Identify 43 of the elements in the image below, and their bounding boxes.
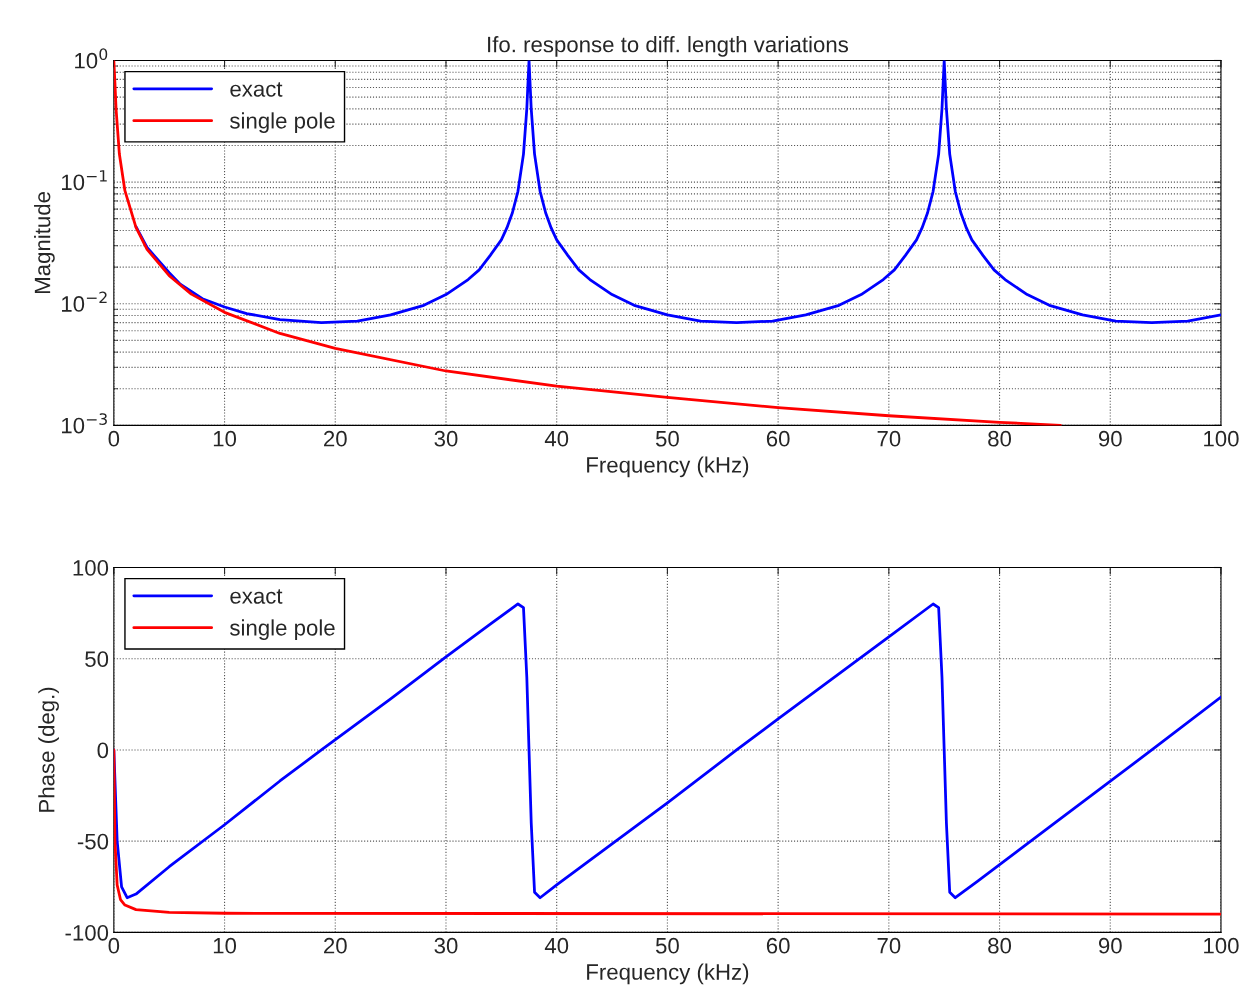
x-tick-label: 30: [434, 937, 458, 954]
line-series: [113, 60, 1062, 426]
y-axis-title: Magnitude: [34, 192, 55, 293]
legend-label: exact: [230, 82, 283, 97]
x-axis-title: Frequency (kHz): [587, 963, 749, 985]
legend-label: single pole: [230, 619, 335, 641]
line-series: [113, 602, 1221, 900]
x-tick-label: 10: [213, 430, 237, 447]
x-tick-label: 100: [1204, 430, 1239, 447]
y-tick-label: -50: [77, 833, 109, 850]
legend-label: exact: [230, 589, 283, 604]
x-tick-label: 0: [108, 430, 120, 447]
y-tick-label: 50: [85, 651, 109, 667]
y-tick-label: 10$^{0}$: [75, 48, 108, 69]
y-tick-label: 10$^{−2}$: [62, 291, 107, 312]
x-tick-label: 50: [655, 430, 679, 447]
x-tick-label: 40: [544, 937, 569, 954]
x-tick-label: 100: [1204, 937, 1239, 954]
x-tick-label: 80: [988, 430, 1012, 447]
x-tick-label: 60: [766, 430, 790, 447]
x-tick-label: 80: [988, 937, 1012, 954]
x-tick-label: 90: [1098, 937, 1122, 954]
x-tick-label: 20: [324, 430, 347, 447]
x-tick-label: 70: [877, 937, 901, 954]
x-tick-label: 10: [213, 937, 237, 954]
line-series: [113, 748, 1221, 916]
x-tick-label: 50: [655, 937, 679, 954]
y-tick-label: -100: [65, 924, 109, 941]
legend-label: single pole: [230, 112, 335, 134]
y-tick-label: 0: [97, 742, 109, 759]
y-tick-label: 10$^{−1}$: [62, 170, 107, 191]
x-tick-label: 90: [1098, 430, 1122, 447]
y-axis-title: Phase (deg.): [38, 687, 59, 812]
x-tick-label: 20: [324, 937, 347, 954]
x-tick-label: 70: [877, 430, 901, 447]
x-tick-label: 0: [108, 937, 120, 954]
x-axis-title: Frequency (kHz): [587, 456, 749, 478]
y-tick-label: 100: [73, 560, 109, 576]
x-tick-label: 60: [766, 937, 790, 954]
y-tick-label: 10$^{−3}$: [62, 413, 107, 434]
chart-title: Ifo. response to diff. length variations: [488, 36, 849, 57]
x-tick-label: 30: [434, 430, 458, 447]
x-tick-label: 40: [544, 430, 569, 447]
